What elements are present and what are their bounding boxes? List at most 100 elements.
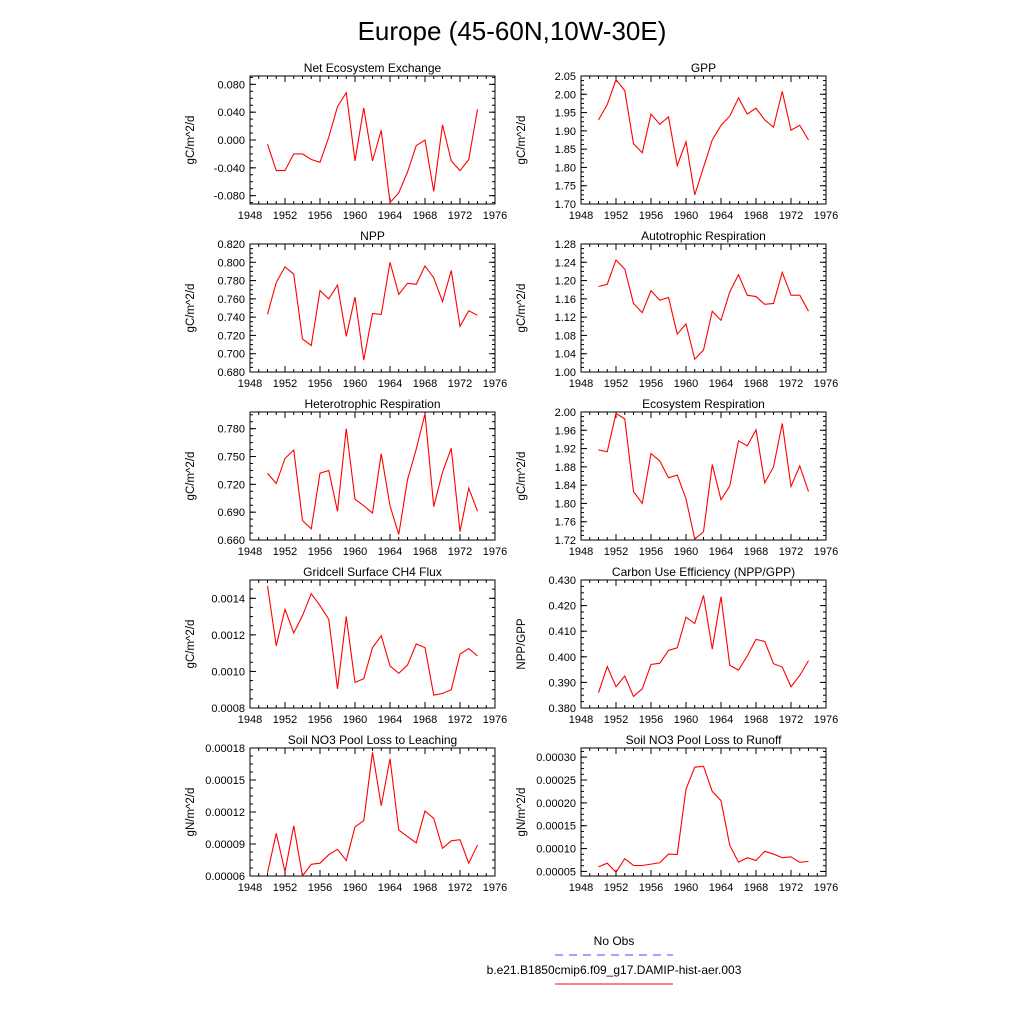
y-axis-label: gN/m^2/d (185, 788, 197, 837)
x-tick-label: 1968 (744, 882, 768, 894)
x-tick-label: 1972 (779, 378, 803, 390)
x-tick-label: 1960 (674, 210, 698, 222)
x-tick-label: 1972 (448, 882, 472, 894)
y-tick-label: 1.75 (555, 181, 576, 193)
y-tick-label: 0.00009 (205, 839, 245, 851)
plot-frame (249, 411, 496, 541)
panel-7: Gridcell Surface CH4 Flux 1948 1952 1956 196… (185, 565, 507, 726)
panel-title: Carbon Use Efficiency (NPP/GPP) (612, 565, 795, 579)
x-tick-label: 1952 (604, 378, 628, 390)
y-axis-label: gC/m^2/d (185, 620, 197, 669)
x-tick-label: 1952 (273, 546, 297, 558)
panel-2: GPP 1948 1952 1956 1960 1964 1968 1972 1976 1.70 1… (516, 61, 838, 222)
x-tick-label: 1964 (709, 546, 733, 558)
x-tick-label: 1972 (448, 210, 472, 222)
plot-frame (249, 747, 496, 877)
x-tick-label: 1956 (308, 882, 332, 894)
y-tick-label: 2.00 (555, 89, 576, 101)
x-tick-label: 1956 (639, 882, 663, 894)
x-tick-label: 1952 (273, 882, 297, 894)
x-tick-label: 1964 (378, 882, 402, 894)
plot-frame (580, 243, 827, 373)
panel-4: Autotrophic Respiration 1948 1952 1956 1960 1… (516, 229, 838, 390)
x-tick-label: 1972 (448, 378, 472, 390)
y-tick-label: 0.00015 (536, 821, 576, 833)
panel-title: Heterotrophic Respiration (304, 397, 440, 411)
x-tick-label: 1964 (378, 546, 402, 558)
x-tick-label: 1968 (413, 210, 437, 222)
x-tick-label: 1972 (779, 882, 803, 894)
x-tick-label: 1960 (343, 210, 367, 222)
x-tick-label: 1956 (308, 546, 332, 558)
y-axis-label: gC/m^2/d (516, 116, 528, 165)
plot-frame (580, 75, 827, 205)
panel-title: Soil NO3 Pool Loss to Runoff (626, 733, 783, 747)
y-tick-label: 0.00006 (205, 871, 245, 883)
x-tick-label: 1964 (378, 210, 402, 222)
plot-frame (249, 579, 496, 709)
x-tick-label: 1968 (413, 378, 437, 390)
series-line (597, 595, 809, 698)
series-line (598, 258, 809, 361)
series-line (266, 752, 478, 878)
plot-frame (249, 243, 496, 373)
x-tick-label: 1948 (569, 210, 593, 222)
y-tick-label: 1.20 (555, 276, 576, 288)
x-tick-label: 1952 (604, 546, 628, 558)
y-tick-label: 1.88 (555, 462, 576, 474)
x-tick-label: 1960 (674, 546, 698, 558)
y-tick-label: 0.000 (217, 135, 245, 147)
y-axis-label: gN/m^2/d (516, 788, 528, 837)
panel-title: Net Ecosystem Exchange (304, 61, 442, 75)
y-tick-label: 0.080 (217, 79, 245, 91)
y-tick-label: 1.70 (555, 199, 576, 211)
panel-title: Soil NO3 Pool Loss to Leaching (288, 733, 457, 747)
x-tick-label: 1956 (308, 210, 332, 222)
x-tick-label: 1976 (814, 882, 838, 894)
x-tick-label: 1960 (343, 378, 367, 390)
x-tick-label: 1956 (639, 714, 663, 726)
y-tick-label: 1.72 (555, 535, 576, 547)
main-title: Europe (45-60N,10W-30E) (358, 16, 667, 46)
plot-frame (249, 75, 496, 205)
x-tick-label: 1960 (674, 378, 698, 390)
x-tick-label: 1968 (744, 378, 768, 390)
x-tick-label: 1972 (779, 546, 803, 558)
y-tick-label: 1.76 (555, 517, 576, 529)
x-tick-label: 1948 (569, 882, 593, 894)
x-tick-label: 1948 (569, 546, 593, 558)
plot-frame (580, 579, 827, 709)
x-tick-label: 1956 (639, 546, 663, 558)
series-line (266, 91, 479, 204)
x-tick-label: 1952 (604, 882, 628, 894)
x-tick-label: 1976 (483, 210, 507, 222)
y-tick-label: 1.95 (555, 108, 576, 120)
x-tick-label: 1956 (639, 378, 663, 390)
x-tick-label: 1976 (483, 378, 507, 390)
panel-8: Carbon Use Efficiency (NPP/GPP) 1948 1952 1… (516, 565, 838, 726)
y-tick-label: 1.00 (555, 367, 576, 379)
series-line (598, 78, 809, 196)
y-tick-label: 0.00020 (536, 798, 576, 810)
y-tick-label: 0.00005 (536, 866, 576, 878)
y-tick-label: 0.760 (217, 294, 245, 306)
y-tick-label: 0.740 (217, 312, 245, 324)
y-tick-label: 0.0008 (211, 703, 245, 715)
y-tick-label: 0.380 (548, 703, 576, 715)
y-tick-label: 0.0010 (211, 666, 245, 678)
x-tick-label: 1952 (604, 210, 628, 222)
x-tick-label: 1972 (779, 714, 803, 726)
x-tick-label: 1964 (378, 378, 402, 390)
x-tick-label: 1964 (378, 714, 402, 726)
y-tick-label: 0.660 (217, 535, 245, 547)
y-tick-label: 0.00015 (205, 775, 245, 787)
x-tick-label: 1948 (238, 378, 262, 390)
series-line (598, 412, 810, 541)
y-tick-label: 1.04 (555, 349, 576, 361)
panel-10: Soil NO3 Pool Loss to Runoff 1948 1952 1956… (516, 733, 838, 894)
x-tick-label: 1960 (343, 882, 367, 894)
y-tick-label: 0.800 (217, 257, 245, 269)
y-tick-label: 0.420 (548, 601, 576, 613)
panels: Net Ecosystem Exchange 1948 1952 1956 1960 19… (185, 61, 838, 894)
y-axis-label: gC/m^2/d (185, 452, 197, 501)
